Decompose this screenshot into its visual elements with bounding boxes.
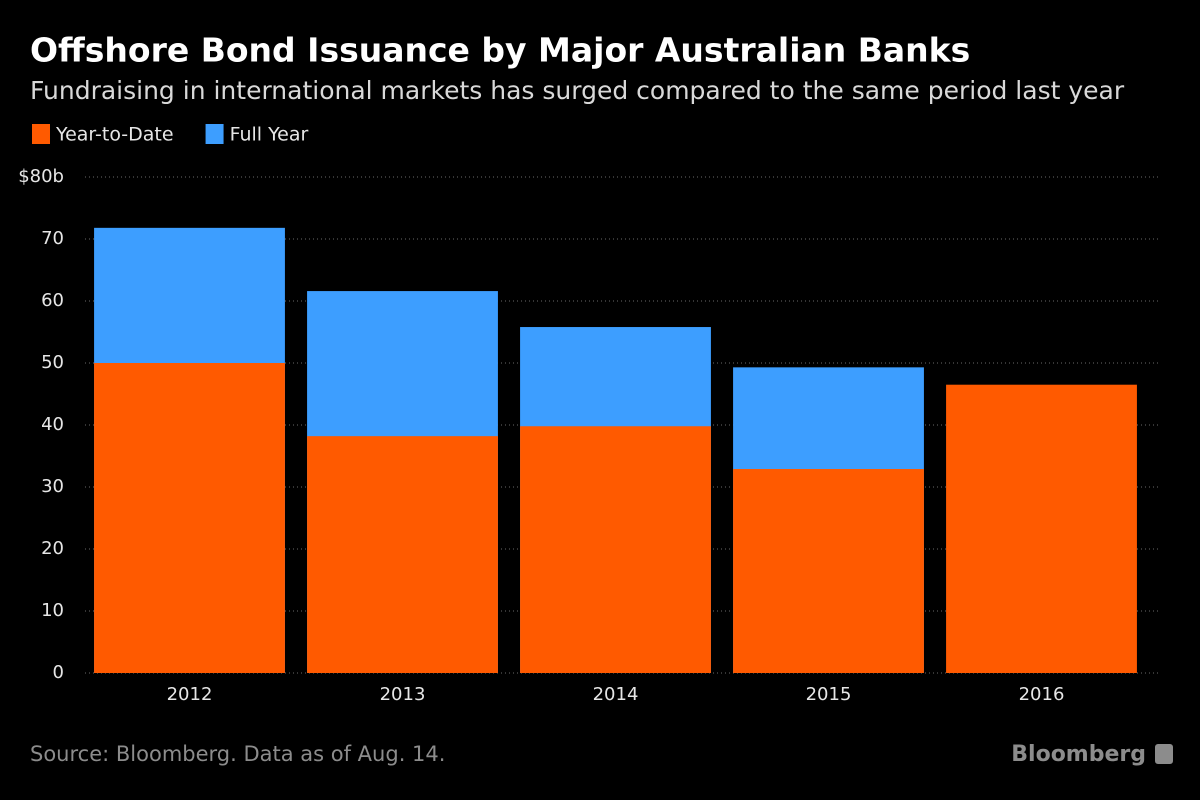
legend-label: Year-to-Date bbox=[55, 124, 174, 146]
source: Source: Bloomberg. Data as of Aug. 14. bbox=[30, 742, 445, 766]
legend-swatch bbox=[205, 124, 224, 144]
y-tick-label: 50 bbox=[41, 352, 64, 373]
chart-title: Offshore Bond Issuance by Major Australi… bbox=[30, 31, 970, 70]
y-tick-label: 30 bbox=[41, 476, 64, 497]
bar bbox=[307, 436, 498, 673]
y-tick-label: 40 bbox=[41, 414, 64, 435]
x-tick-label: 2013 bbox=[380, 684, 426, 705]
chart-subtitle: Fundraising in international markets has… bbox=[30, 76, 1125, 105]
legend-swatch bbox=[32, 124, 50, 144]
y-tick-label: 70 bbox=[41, 228, 64, 249]
logo-icon bbox=[1155, 744, 1173, 764]
y-tick-label: 20 bbox=[41, 538, 64, 559]
legend-label: Full Year bbox=[230, 124, 309, 146]
bar bbox=[733, 469, 924, 673]
y-tick-label: $80b bbox=[18, 166, 64, 187]
bar bbox=[520, 426, 711, 673]
y-tick-label: 10 bbox=[41, 600, 64, 621]
logo: Bloomberg bbox=[1011, 742, 1146, 767]
x-tick-label: 2014 bbox=[593, 684, 639, 705]
x-tick-label: 2012 bbox=[167, 684, 213, 705]
bar bbox=[94, 363, 285, 673]
bar bbox=[946, 384, 1137, 673]
y-tick-label: 60 bbox=[41, 290, 64, 311]
y-tick-label: 0 bbox=[53, 662, 64, 683]
x-tick-label: 2015 bbox=[806, 684, 852, 705]
x-tick-label: 2016 bbox=[1019, 684, 1065, 705]
